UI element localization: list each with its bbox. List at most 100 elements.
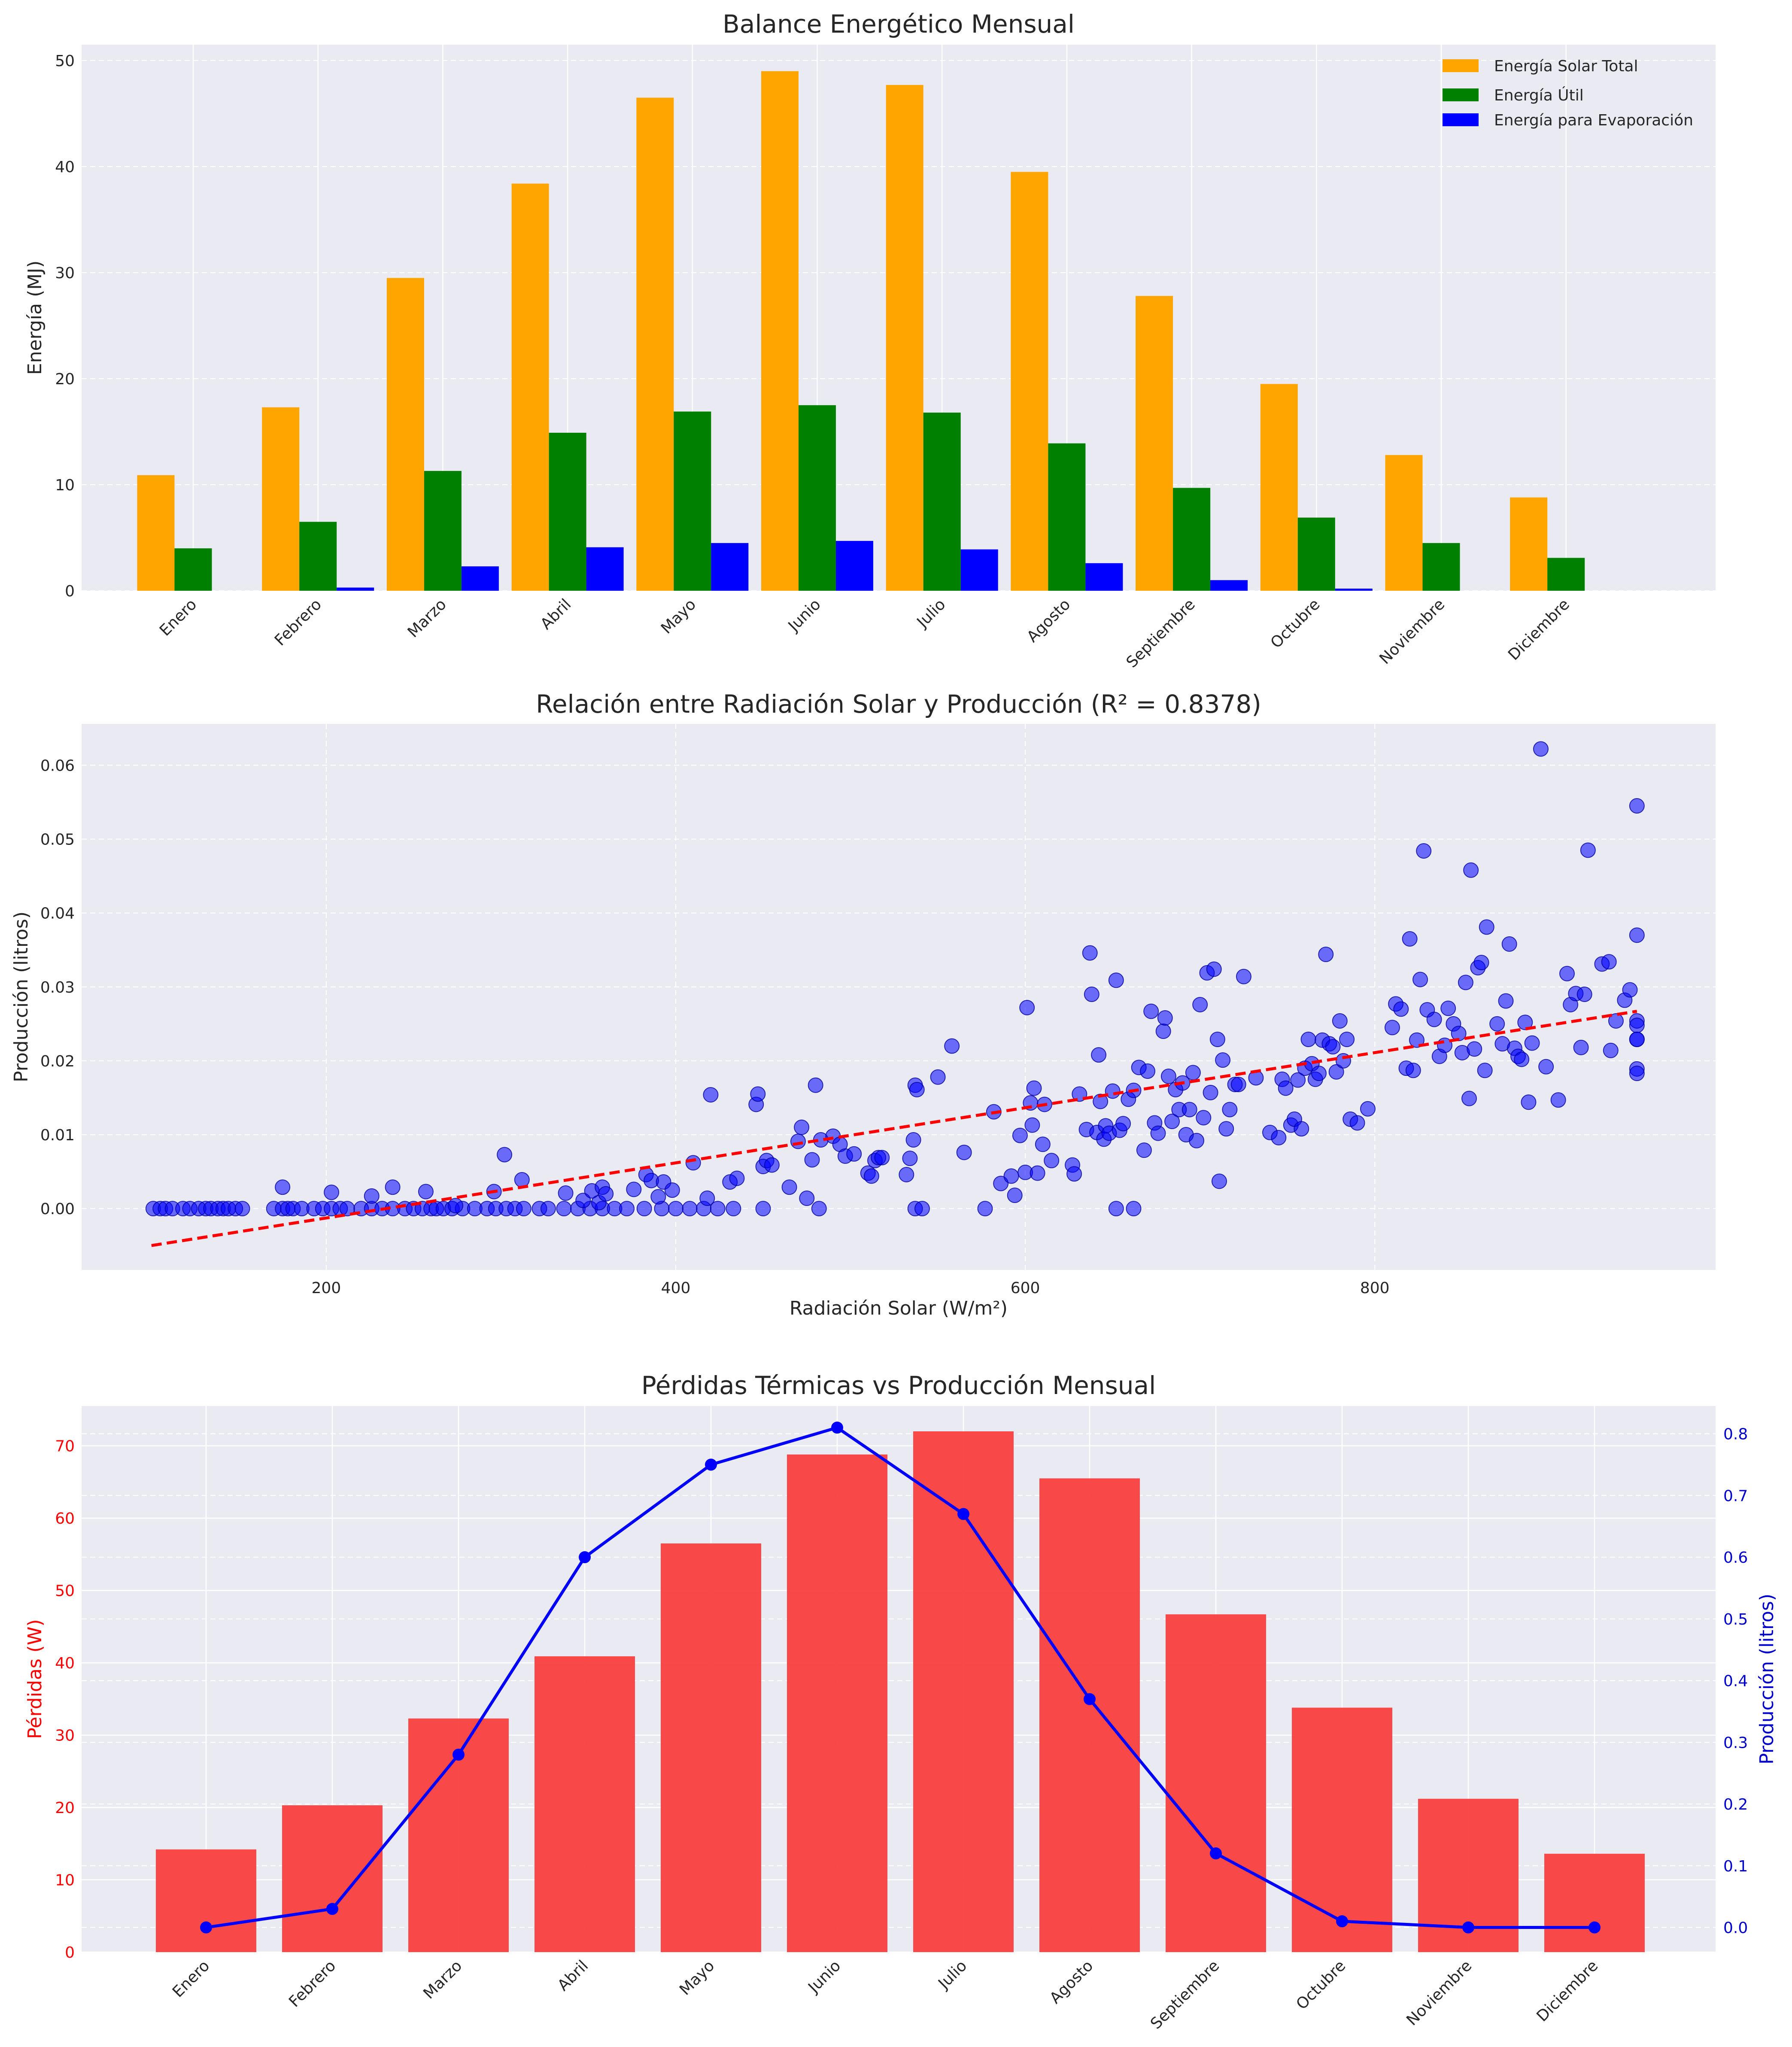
- scatter-point: [902, 1151, 918, 1166]
- scatter-point: [794, 1119, 810, 1135]
- production-y-tick: 0.7: [1723, 1487, 1748, 1505]
- scatter-point: [764, 1157, 780, 1173]
- evap-bar-septiembre: [1210, 580, 1248, 591]
- scatter-point: [1035, 1136, 1051, 1152]
- solar-bar-enero: [137, 475, 175, 591]
- production-point-agosto: [1084, 1693, 1096, 1705]
- scatter-point: [1155, 1024, 1171, 1039]
- legend-label-evap: Energía para Evaporación: [1494, 112, 1693, 129]
- scatter-point: [1164, 1114, 1180, 1130]
- energy-x-tick-junio: Junio: [784, 595, 824, 635]
- scatter-point: [1196, 1110, 1212, 1126]
- util-bar-abril: [549, 432, 586, 591]
- scatter-point: [1393, 1001, 1409, 1017]
- scatter-x-axis-label: Radiación Solar (W/m²): [790, 1297, 1008, 1319]
- production-y-tick: 0.2: [1723, 1796, 1748, 1813]
- scatter-y-tick: 0.06: [40, 757, 75, 774]
- scatter-point: [1405, 1063, 1421, 1078]
- scatter-point: [1157, 1010, 1173, 1026]
- scatter-point: [944, 1038, 960, 1054]
- losses-production-chart: 0 10 20 30 40 50 60 70 0.0 0.1 0.2 0.3 0.4 0.5 0.6 0.7…: [24, 1371, 1778, 2033]
- scatter-point: [497, 1147, 513, 1163]
- scatter-point: [846, 1146, 862, 1162]
- losses-y-tick: 20: [55, 1799, 75, 1817]
- scatter-point: [1160, 1069, 1176, 1084]
- scatter-point: [1426, 1011, 1442, 1027]
- scatter-point: [1573, 1039, 1589, 1055]
- util-bar-junio: [799, 405, 836, 591]
- scatter-x-tick: 800: [1360, 1279, 1390, 1297]
- evap-bar-abril: [586, 547, 624, 591]
- scatter-point: [1550, 1092, 1566, 1108]
- scatter-point: [540, 1201, 556, 1217]
- scatter-point: [1318, 947, 1334, 963]
- scatter-point: [1629, 1066, 1645, 1081]
- legend-label-util: Energía Útil: [1494, 86, 1584, 104]
- trend-line: [151, 1010, 1637, 1247]
- util-bar-septiembre: [1173, 488, 1211, 591]
- scatter-point: [626, 1181, 642, 1197]
- losses-y-tick: 70: [55, 1438, 75, 1455]
- scatter-point: [664, 1182, 680, 1198]
- losses-bar-diciembre: [1544, 1853, 1645, 1952]
- solar-bar-septiembre: [1136, 296, 1173, 591]
- energy-x-tick-octubre: Octubre: [1267, 595, 1324, 652]
- scatter-point: [750, 1086, 766, 1102]
- scatter-point: [956, 1145, 972, 1160]
- scatter-point: [1019, 999, 1035, 1015]
- scatter-point: [1328, 1064, 1344, 1080]
- scatter-chart-title: Relación entre Radiación Solar y Producc…: [536, 689, 1261, 719]
- scatter-point: [275, 1179, 291, 1195]
- scatter-point: [874, 1150, 890, 1166]
- scatter-point: [1115, 1116, 1131, 1132]
- scatter-point: [1222, 1102, 1238, 1118]
- losses-x-tick-mayo: Mayo: [676, 1957, 718, 1998]
- energy-x-tick-diciembre: Diciembre: [1505, 595, 1573, 664]
- scatter-point: [1290, 1072, 1306, 1088]
- scatter-point: [1479, 919, 1494, 935]
- scatter-point: [1349, 1115, 1365, 1131]
- losses-x-tick-noviembre: Noviembre: [1403, 1957, 1475, 2029]
- energy-y-tick: 20: [55, 371, 75, 388]
- scatter-point: [575, 1193, 591, 1209]
- production-y-tick: 0.0: [1723, 1919, 1748, 1937]
- losses-x-tick-junio: Junio: [805, 1957, 844, 1997]
- losses-x-tick-febrero: Febrero: [286, 1957, 339, 2011]
- util-bar-julio: [923, 413, 961, 591]
- losses-chart-title: Pérdidas Térmicas vs Producción Mensual: [641, 1371, 1156, 1400]
- scatter-point: [1339, 1031, 1355, 1047]
- scatter-point: [1580, 842, 1596, 858]
- scatter-point: [781, 1179, 797, 1195]
- scatter-point: [448, 1198, 464, 1214]
- production-point-abril: [579, 1551, 591, 1564]
- scatter-x-tick: 200: [312, 1279, 341, 1297]
- scatter-point: [598, 1186, 614, 1202]
- energy-x-tick-agosto: Agosto: [1024, 595, 1074, 646]
- scatter-point: [1185, 1065, 1201, 1081]
- energy-y-tick: 10: [55, 477, 75, 494]
- losses-y-tick: 0: [65, 1944, 75, 1962]
- production-point-febrero: [326, 1903, 338, 1915]
- scatter-point: [799, 1191, 815, 1206]
- scatter-point: [710, 1201, 726, 1217]
- evap-bar-agosto: [1085, 563, 1123, 591]
- scatter-point: [516, 1201, 532, 1217]
- scatter-point: [1463, 862, 1479, 878]
- solar-bar-noviembre: [1385, 455, 1423, 591]
- losses-bar-junio: [787, 1454, 887, 1952]
- energy-chart-title: Balance Energético Mensual: [723, 9, 1075, 39]
- solar-bar-abril: [511, 183, 549, 591]
- energy-x-tick-enero: Enero: [156, 595, 200, 639]
- energy-x-tick-marzo: Marzo: [404, 595, 450, 641]
- scatter-point: [1622, 982, 1638, 998]
- scatter-point: [699, 1191, 715, 1206]
- scatter-point: [1108, 972, 1124, 988]
- scatter-point: [668, 1201, 683, 1217]
- scatter-point: [899, 1166, 914, 1182]
- scatter-point: [1209, 1031, 1225, 1047]
- evap-bar-mayo: [711, 543, 749, 591]
- legend-swatch-solar: [1443, 59, 1479, 72]
- energy-y-tick: 0: [65, 583, 75, 600]
- scatter-y-tick: 0.03: [40, 979, 75, 996]
